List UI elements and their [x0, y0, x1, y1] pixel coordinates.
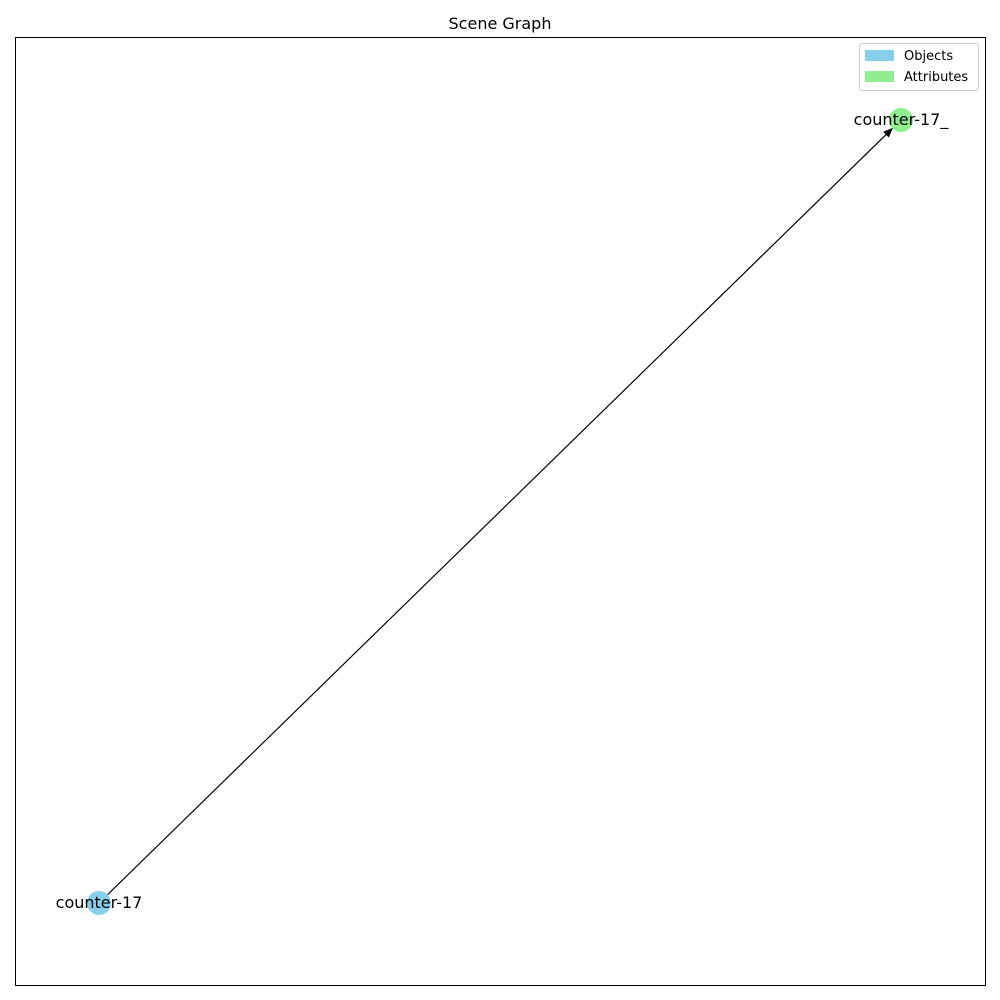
node-object-label: counter-17: [56, 893, 143, 912]
node-object-circle: [87, 891, 111, 915]
legend-swatch-objects: [865, 50, 894, 61]
figure-title: Scene Graph: [449, 14, 552, 33]
edges-layer: [107, 127, 894, 896]
node-attribute-label: counter-17_: [854, 110, 950, 130]
edge-0: [107, 127, 894, 896]
legend-label-objects: Objects: [904, 49, 953, 64]
node-attribute-circle: [889, 108, 913, 132]
legend-swatch-attributes: [865, 71, 894, 82]
nodes-layer: counter-17 counter-17_: [56, 108, 950, 915]
legend-label-attributes: Attributes: [904, 70, 968, 85]
legend: Objects Attributes: [859, 43, 979, 91]
